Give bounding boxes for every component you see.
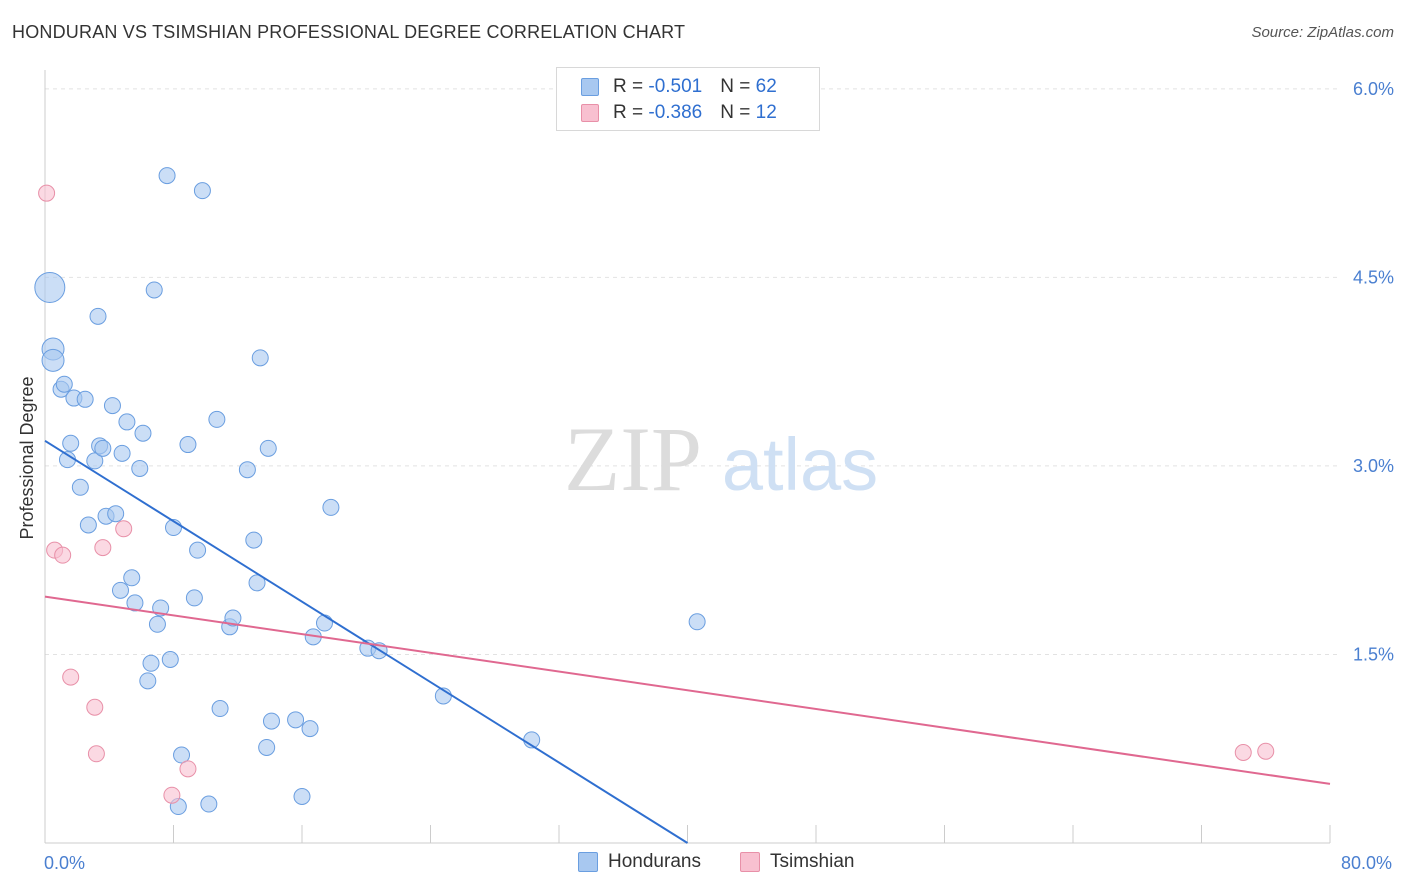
- data-point-hondurans: [118, 413, 136, 431]
- data-point-hondurans: [76, 390, 94, 408]
- data-point-tsimshian: [179, 760, 197, 778]
- data-point-tsimshian: [94, 539, 112, 557]
- legend-swatch-tsimshian: [581, 104, 599, 122]
- data-point-hondurans: [173, 746, 191, 764]
- data-point-hondurans: [315, 614, 333, 632]
- x-tick-label-start: 0.0%: [44, 853, 85, 873]
- legend-label-hondurans: Hondurans: [608, 851, 701, 872]
- data-point-hondurans: [55, 375, 73, 393]
- trend-line-hondurans: [44, 439, 689, 844]
- data-point-hondurans: [41, 348, 65, 372]
- source-label: Source: ZipAtlas.com: [1251, 24, 1394, 41]
- data-point-hondurans: [211, 700, 229, 718]
- legend-item-hondurans[interactable]: Hondurans: [578, 851, 701, 873]
- data-point-hondurans: [111, 581, 129, 599]
- y-tick-label: 4.5%: [1353, 267, 1394, 287]
- legend-swatch-hondurans: [581, 78, 599, 96]
- chart-title: HONDURAN VS TSIMSHIAN PROFESSIONAL DEGRE…: [12, 22, 686, 42]
- data-point-tsimshian: [163, 786, 181, 804]
- legend-n-label: N =: [720, 76, 756, 97]
- data-point-hondurans: [142, 654, 160, 672]
- correlation-legend: R = -0.501 N = 62 R = -0.386 N = 12: [556, 67, 820, 131]
- data-point-hondurans: [287, 711, 305, 729]
- data-point-hondurans: [139, 672, 157, 690]
- legend-r-value: -0.386: [648, 102, 703, 123]
- data-point-hondurans: [94, 439, 112, 457]
- data-point-hondurans: [62, 434, 80, 452]
- data-point-hondurans: [161, 650, 179, 668]
- data-point-tsimshian: [115, 520, 133, 538]
- x-tick-label-end: 80.0%: [1341, 853, 1392, 873]
- data-point-hondurans: [113, 444, 131, 462]
- legend-r-label: R =: [613, 76, 649, 97]
- data-point-hondurans: [248, 574, 266, 592]
- watermark-atlas: atlas: [722, 423, 878, 506]
- x-tick-labels: 0.0% 80.0%: [44, 853, 1392, 873]
- y-tick-label: 6.0%: [1353, 79, 1394, 99]
- data-point-hondurans: [126, 594, 144, 612]
- legend-r-value: -0.501: [648, 76, 703, 97]
- data-point-hondurans: [123, 569, 141, 587]
- legend-n-value: 12: [755, 102, 777, 123]
- legend-row-hondurans: R = -0.501 N = 62: [581, 75, 777, 99]
- watermark-zip: ZIP: [564, 408, 702, 510]
- data-point-hondurans: [688, 613, 706, 631]
- data-point-hondurans: [86, 452, 104, 470]
- legend-label-tsimshian: Tsimshian: [770, 851, 855, 872]
- watermark: ZIP atlas: [564, 408, 878, 510]
- y-tick-labels: 1.5% 3.0% 4.5% 6.0%: [1353, 79, 1394, 665]
- data-point-tsimshian: [54, 546, 72, 564]
- data-point-hondurans: [34, 271, 66, 303]
- data-point-hondurans: [158, 167, 176, 185]
- data-point-hondurans: [179, 436, 197, 454]
- data-point-hondurans: [322, 498, 340, 516]
- data-point-hondurans: [107, 505, 125, 523]
- data-point-hondurans: [145, 281, 163, 299]
- data-point-hondurans: [301, 720, 319, 738]
- data-point-hondurans: [258, 738, 276, 756]
- y-axis-label: Professional Degree: [17, 376, 37, 539]
- y-tick-label: 3.0%: [1353, 456, 1394, 476]
- legend-r-label: R =: [613, 102, 649, 123]
- legend-item-tsimshian[interactable]: Tsimshian: [740, 851, 854, 873]
- legend-row-tsimshian: R = -0.386 N = 12: [581, 101, 777, 125]
- series-legend: Hondurans Tsimshian: [0, 851, 1406, 877]
- legend-n-value: 62: [755, 76, 777, 97]
- data-point-hondurans: [200, 795, 218, 813]
- data-point-hondurans: [89, 307, 107, 325]
- data-point-hondurans: [259, 439, 277, 457]
- data-point-hondurans: [79, 516, 97, 534]
- data-point-tsimshian: [87, 745, 105, 763]
- data-point-hondurans: [251, 349, 269, 367]
- trend-lines: [44, 439, 1331, 844]
- data-point-hondurans: [193, 182, 211, 200]
- data-point-hondurans: [71, 478, 89, 496]
- y-tick-label: 1.5%: [1353, 644, 1394, 664]
- legend-swatch-hondurans: [578, 852, 598, 872]
- data-point-tsimshian: [38, 184, 56, 202]
- data-point-tsimshian: [86, 698, 104, 716]
- data-point-hondurans: [224, 609, 242, 627]
- grid-lines: [45, 88, 1340, 655]
- legend-n-label: N =: [720, 102, 756, 123]
- data-point-hondurans: [208, 410, 226, 428]
- legend-swatch-tsimshian: [740, 852, 760, 872]
- data-point-hondurans: [245, 531, 263, 549]
- data-point-tsimshian: [62, 668, 80, 686]
- data-point-hondurans: [103, 397, 121, 415]
- data-point-hondurans: [185, 589, 203, 607]
- data-point-hondurans: [134, 424, 152, 442]
- data-point-hondurans: [189, 541, 207, 559]
- data-point-hondurans: [131, 459, 149, 477]
- data-point-tsimshian: [1234, 744, 1252, 762]
- trend-line-tsimshian: [44, 595, 1331, 785]
- data-point-hondurans: [238, 461, 256, 479]
- data-point-hondurans: [148, 615, 166, 633]
- data-point-hondurans: [293, 787, 311, 805]
- data-point-tsimshian: [1257, 742, 1275, 760]
- data-point-hondurans: [262, 712, 280, 730]
